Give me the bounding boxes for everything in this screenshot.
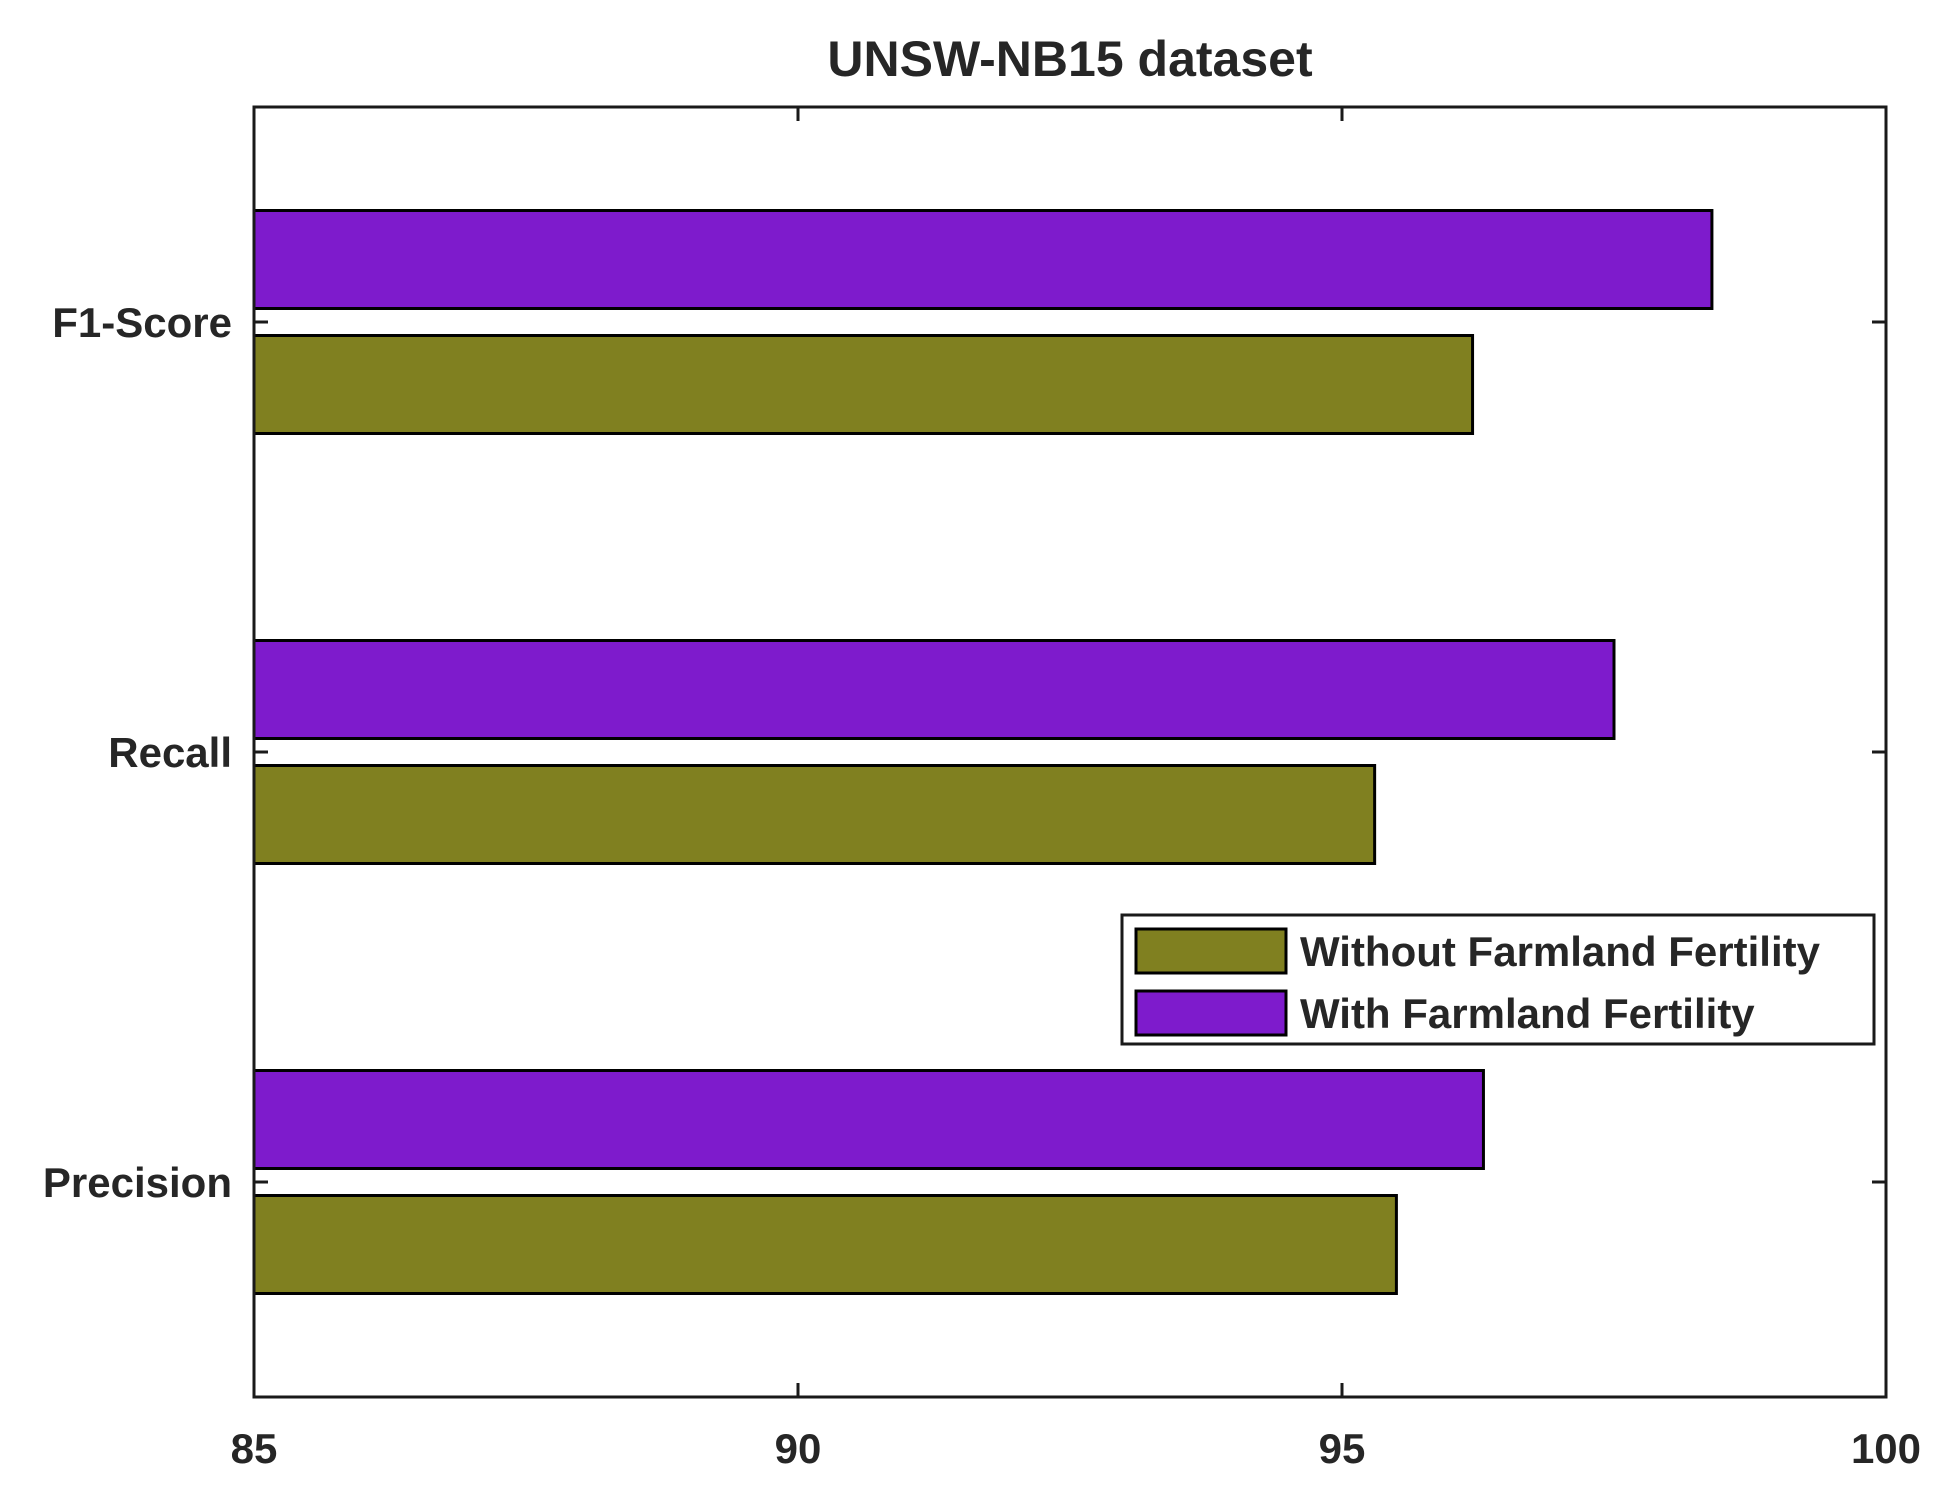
- y-tick-label: Precision: [43, 1159, 232, 1206]
- bar-with-recall: [252, 639, 1616, 740]
- y-tick-label: F1-Score: [52, 299, 232, 346]
- ticks-layer: Precision Recall F1-Score 85 90 95 100: [43, 107, 1921, 1472]
- x-tick-label: 85: [231, 1425, 278, 1472]
- bar-without-recall: [252, 764, 1377, 865]
- bar-with-precision: [252, 1069, 1485, 1170]
- legend-label: With Farmland Fertility: [1300, 990, 1755, 1037]
- x-tick-label: 100: [1851, 1425, 1921, 1472]
- legend-items: Without Farmland Fertility With Farmland …: [1134, 927, 1821, 1037]
- legend-label: Without Farmland Fertility: [1300, 928, 1821, 975]
- bar-without-f1-score: [252, 334, 1475, 435]
- bar-without-precision: [252, 1194, 1398, 1295]
- bar-with-f1-score: [252, 209, 1714, 310]
- chart-title: UNSW-NB15 dataset: [827, 31, 1313, 87]
- x-tick-label: 90: [775, 1425, 822, 1472]
- y-tick-label: Recall: [108, 729, 232, 776]
- bars-layer: [252, 209, 1714, 1295]
- legend-swatch: [1134, 927, 1288, 975]
- x-tick-label: 95: [1319, 1425, 1366, 1472]
- legend: Without Farmland Fertility With Farmland …: [1120, 913, 1876, 1046]
- legend-swatch: [1134, 989, 1288, 1037]
